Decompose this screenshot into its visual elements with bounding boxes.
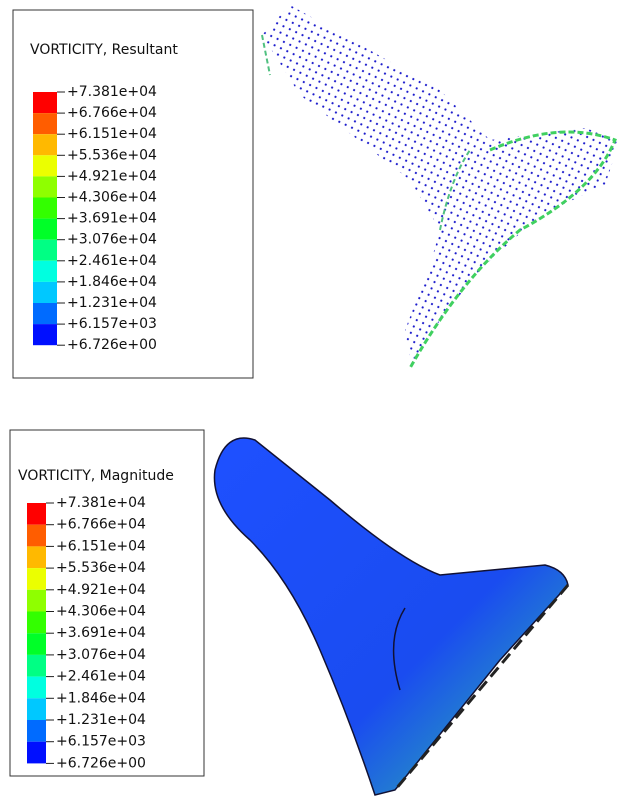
legend-title: VORTICITY, Resultant — [30, 42, 178, 58]
color-band — [27, 742, 46, 764]
legend-label: +5.536e+04 — [67, 147, 157, 163]
legend-label: +1.231e+04 — [56, 712, 146, 728]
color-band — [27, 503, 46, 525]
legend-label: +4.921e+04 — [67, 168, 157, 184]
color-band — [27, 677, 46, 699]
legend-label: +6.726e+00 — [56, 755, 146, 771]
legend-label: +5.536e+04 — [56, 560, 146, 576]
color-band — [27, 546, 46, 568]
color-band — [27, 612, 46, 634]
color-band — [33, 155, 57, 176]
legend-label: +6.726e+00 — [67, 337, 157, 353]
legend-label: +4.306e+04 — [67, 190, 157, 206]
legend-label: +7.381e+04 — [56, 495, 146, 511]
legend-label: +1.846e+04 — [67, 274, 157, 290]
body-surface — [214, 438, 568, 795]
legend-label: +1.846e+04 — [56, 690, 146, 706]
figure: VORTICITY, Resultant +7.381e+04 +6.766e+04… — [0, 0, 629, 798]
color-band — [27, 568, 46, 590]
legend-label: +3.076e+04 — [56, 647, 146, 663]
legend-label: +3.076e+04 — [67, 232, 157, 248]
color-band — [27, 720, 46, 742]
legend-label: +2.461e+04 — [56, 669, 146, 685]
legend-title: VORTICITY, Magnitude — [18, 468, 174, 484]
color-band — [27, 590, 46, 612]
legend-label: +7.381e+04 — [67, 84, 157, 100]
color-band — [33, 134, 57, 155]
legend-label: +3.691e+04 — [56, 625, 146, 641]
legend-label: +6.157e+03 — [67, 316, 157, 332]
color-band — [33, 219, 57, 240]
legend-label: +4.921e+04 — [56, 582, 146, 598]
color-band — [33, 92, 57, 113]
legend-label: +1.231e+04 — [67, 295, 157, 311]
legend-label: +2.461e+04 — [67, 253, 157, 269]
color-band — [27, 655, 46, 677]
legend-label: +6.766e+04 — [56, 517, 146, 533]
color-band — [33, 198, 57, 219]
color-band — [33, 176, 57, 197]
color-band — [27, 525, 46, 547]
color-band — [33, 324, 57, 345]
legend-label: +3.691e+04 — [67, 211, 157, 227]
color-band — [33, 282, 57, 303]
legend-label: +4.306e+04 — [56, 604, 146, 620]
color-band — [27, 633, 46, 655]
color-band — [33, 113, 57, 134]
legend-label: +6.151e+04 — [56, 538, 146, 554]
legend-label: +6.157e+03 — [56, 734, 146, 750]
legend-label: +6.766e+04 — [67, 105, 157, 121]
dotted-mesh — [262, 5, 620, 370]
color-band — [33, 261, 57, 282]
color-band — [33, 303, 57, 324]
color-band — [33, 240, 57, 261]
legend-label: +6.151e+04 — [67, 126, 157, 142]
color-band — [27, 698, 46, 720]
